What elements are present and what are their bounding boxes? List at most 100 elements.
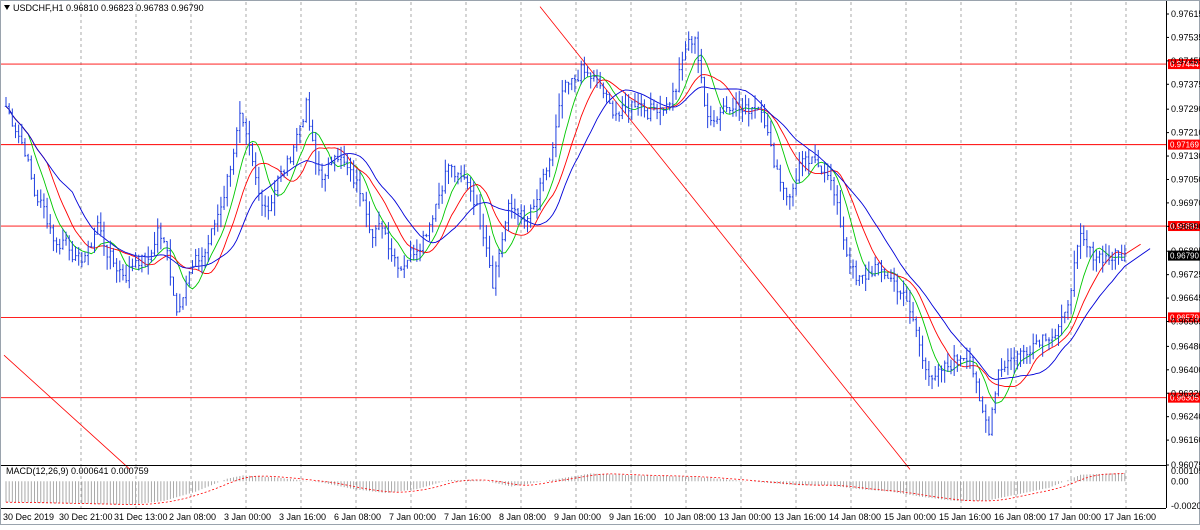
ohlc-bar (1016, 350, 1019, 370)
ohlc-bar (194, 248, 197, 267)
ohlc-bar (384, 226, 387, 235)
ohlc-bar (984, 404, 987, 433)
ohlc-bar (311, 119, 314, 142)
ohlc-bar (267, 196, 270, 220)
ohlc-bar (595, 69, 599, 89)
ohlc-bar (671, 82, 675, 111)
ohlc-bar (573, 74, 577, 93)
ohlc-bar (927, 360, 931, 386)
ohlc-bar (74, 246, 77, 261)
ohlc-bar (336, 147, 340, 163)
ohlc-bar (1060, 304, 1063, 336)
x-tick-label: 30 Dec 21:00 (59, 512, 113, 522)
ohlc-bar (715, 116, 719, 125)
x-tick-label: 9 Jan 00:00 (554, 512, 601, 522)
ohlc-bar (785, 187, 788, 206)
ohlc-bar (68, 235, 71, 261)
ohlc-bar (722, 98, 725, 115)
ohlc-bar (412, 244, 415, 261)
ohlc-bar (655, 103, 659, 120)
ohlc-bar (52, 224, 55, 252)
ohlc-bar (425, 233, 428, 238)
ohlc-bar (17, 124, 20, 144)
ohlc-bar (561, 80, 564, 119)
collapse-triangle-icon[interactable] (4, 5, 10, 10)
ohlc-bar (289, 156, 292, 164)
y-tick-label: 0.96075 (1171, 460, 1200, 470)
ohlc-bar (399, 266, 403, 271)
ohlc-bar (580, 60, 583, 85)
ohlc-bar (124, 264, 128, 283)
ohlc-bar (11, 108, 14, 127)
ohlc-bar (71, 240, 74, 263)
ohlc-bar (444, 159, 447, 194)
x-tick-label: 14 Jan 08:00 (829, 512, 881, 522)
ohlc-bar (836, 185, 839, 215)
ohlc-bar (943, 360, 946, 383)
ohlc-bar (810, 156, 814, 164)
ohlc-bar (690, 36, 694, 54)
ohlc-bar (156, 218, 159, 253)
ohlc-bar (659, 95, 662, 126)
ohlc-bar (428, 222, 431, 241)
ohlc-bar (665, 97, 668, 114)
ohlc-bar (368, 201, 371, 234)
y-tick-label: 0.96645 (1171, 293, 1200, 303)
ohlc-bar (58, 238, 61, 255)
ohlc-bar (987, 416, 991, 436)
ohlc-bar (978, 378, 981, 402)
ohlc-bar (191, 260, 194, 274)
level-tag (1168, 59, 1200, 70)
ohlc-bar (254, 152, 257, 185)
ohlc-bar (109, 240, 112, 270)
ohlc-bar (1047, 337, 1051, 351)
ohlc-bar (611, 100, 615, 119)
ohlc-bar (775, 159, 779, 170)
ohlc-bar (693, 36, 697, 54)
x-tick-label: 17 Jan 16:00 (1104, 512, 1156, 522)
x-tick-label: 8 Jan 08:00 (499, 512, 546, 522)
ohlc-bar (273, 180, 276, 216)
ohlc-bar (741, 98, 744, 123)
x-tick-label: 13 Jan 00:00 (719, 512, 771, 522)
ohlc-bar (674, 88, 678, 100)
ohlc-bar (598, 71, 602, 89)
ohlc-bar (245, 118, 248, 145)
ohlc-bar (184, 275, 188, 306)
ohlc-bar (181, 297, 185, 310)
x-tick-label: 6 Jan 08:00 (334, 512, 381, 522)
ohlc-bar (684, 41, 687, 61)
ohlc-bar (504, 220, 507, 242)
ohlc-bar (1019, 348, 1022, 368)
ohlc-bar (305, 97, 308, 123)
ohlc-bar (1050, 328, 1054, 347)
ohlc-bar (519, 204, 523, 225)
ohlc-bar (1069, 287, 1073, 315)
ohlc-bar (248, 120, 251, 156)
level-tag (1168, 392, 1200, 403)
ohlc-bar (924, 357, 927, 380)
ohlc-bar (997, 369, 1000, 397)
symbol-title: USDCHF,H1 (13, 3, 64, 13)
ohlc-bar (668, 101, 671, 111)
ohlc-bar (1082, 225, 1085, 246)
ohlc-bar (469, 177, 472, 202)
level-tag (1168, 139, 1200, 150)
ohlc-bar (1114, 248, 1117, 270)
ohlc-bar (260, 189, 264, 216)
ohlc-bar (712, 110, 716, 128)
ohlc-bar (282, 169, 286, 178)
ohlc-bar (725, 96, 728, 113)
level-tag (1168, 312, 1200, 323)
ohlc-bar (241, 112, 245, 127)
ohlc-bar (937, 364, 940, 387)
ohlc-bar (921, 335, 924, 369)
ohlc-bar (608, 92, 611, 104)
ohlc-bar (883, 267, 886, 280)
level-value: 0.96305 (1170, 394, 1199, 403)
ohlc-bar (583, 56, 586, 80)
ohlc-bar (918, 326, 921, 357)
ohlc-bar (36, 189, 39, 206)
